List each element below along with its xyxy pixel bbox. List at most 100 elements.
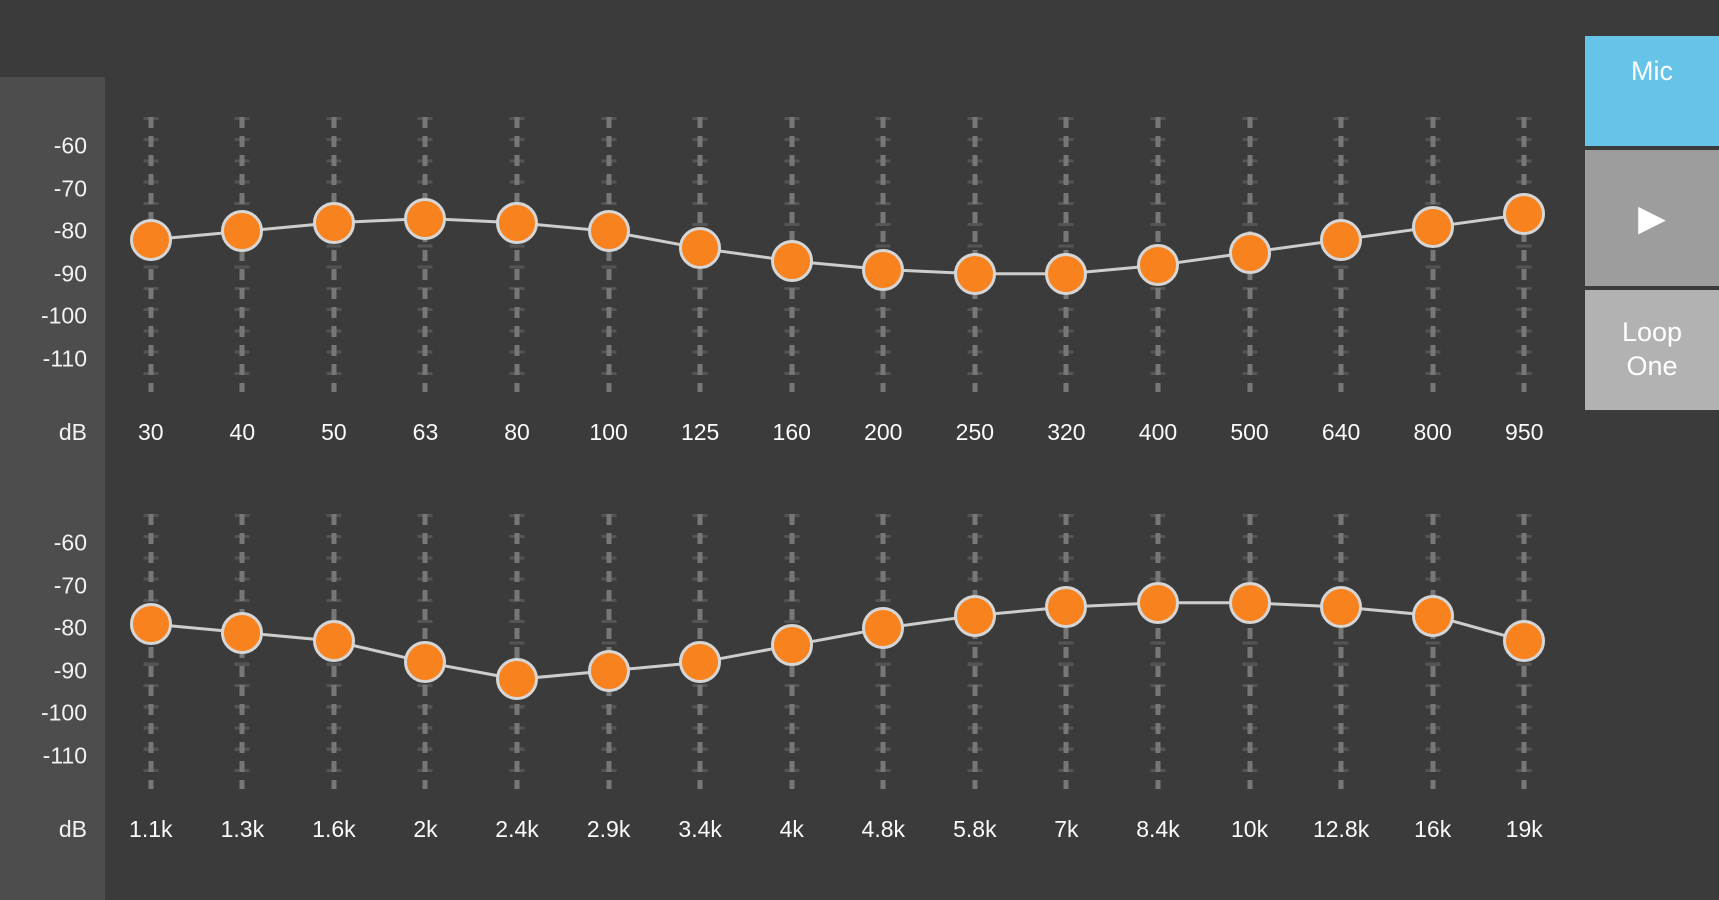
- eq-knob[interactable]: [404, 197, 447, 240]
- slider-track[interactable]: [331, 117, 337, 392]
- eq-knob[interactable]: [770, 240, 813, 282]
- loop-label-line1: Loop: [1621, 317, 1683, 348]
- slider-column: [197, 117, 289, 392]
- eq-knob[interactable]: [1228, 231, 1271, 274]
- axis-tick-label: -90: [53, 657, 87, 684]
- eq-knob[interactable]: [1136, 244, 1179, 287]
- slider-track[interactable]: [1155, 514, 1161, 789]
- freq-label: 8.4k: [1136, 816, 1180, 842]
- bands-area: [105, 514, 1570, 789]
- db-unit-label: dB: [58, 419, 87, 445]
- eq-knob[interactable]: [404, 641, 447, 684]
- eq-knob[interactable]: [862, 248, 905, 291]
- slider-column: [1295, 117, 1387, 392]
- freq-label: 10k: [1230, 816, 1269, 842]
- plot-area: -60 -70 -80 -90 -100 -110: [0, 514, 1570, 789]
- eq-knob[interactable]: [129, 603, 172, 645]
- freq-label: 30: [137, 419, 164, 445]
- eq-knob[interactable]: [1411, 206, 1454, 248]
- eq-knob[interactable]: [1045, 586, 1088, 628]
- freq-label: 1.6k: [312, 816, 356, 842]
- slider-track[interactable]: [239, 117, 245, 392]
- eq-chart-low-bands: -60 -70 -80 -90 -100 -110 dB 30 40 50 63 80 100 125 16…: [0, 117, 1570, 452]
- eq-knob[interactable]: [221, 210, 264, 253]
- slider-column: [1295, 514, 1387, 789]
- freq-label: 5.8k: [953, 816, 997, 842]
- eq-knob[interactable]: [312, 620, 355, 662]
- freq-label: 100: [589, 419, 628, 445]
- eq-knob[interactable]: [587, 210, 630, 253]
- eq-knob[interactable]: [496, 658, 539, 701]
- axis-tick-label: -70: [53, 572, 87, 599]
- slider-track[interactable]: [1247, 514, 1253, 789]
- slider-track[interactable]: [514, 514, 520, 789]
- axis-tick-label: -60: [53, 529, 87, 556]
- mic-button[interactable]: Mic: [1585, 36, 1719, 146]
- eq-knob[interactable]: [1136, 581, 1179, 624]
- loop-label-line2: One: [1626, 351, 1678, 381]
- slider-track[interactable]: [972, 514, 978, 789]
- eq-knob[interactable]: [1320, 586, 1363, 628]
- db-unit-label: dB: [58, 816, 87, 842]
- eq-knob[interactable]: [953, 594, 996, 637]
- slider-track[interactable]: [1430, 117, 1436, 392]
- eq-knob[interactable]: [587, 649, 630, 692]
- slider-column: [197, 514, 289, 789]
- freq-label: 2k: [413, 816, 438, 842]
- loop-one-button[interactable]: Loop One: [1585, 290, 1719, 410]
- eq-curve: [150, 212, 1525, 276]
- axis-tick-label: -110: [42, 742, 87, 769]
- slider-track[interactable]: [880, 514, 886, 789]
- slider-column: [1387, 117, 1479, 392]
- slider-column: [1204, 117, 1296, 392]
- eq-knob[interactable]: [1411, 594, 1454, 637]
- eq-knob[interactable]: [862, 607, 905, 650]
- y-axis: -60 -70 -80 -90 -100 -110: [0, 522, 105, 777]
- slider-column: [105, 117, 197, 392]
- eq-knob[interactable]: [1320, 218, 1363, 261]
- eq-knob[interactable]: [679, 227, 722, 270]
- eq-knob[interactable]: [129, 218, 172, 261]
- eq-knob[interactable]: [312, 201, 355, 244]
- freq-label: 950: [1505, 419, 1544, 445]
- slider-track[interactable]: [1063, 514, 1069, 789]
- axis-tick-label: -90: [53, 260, 87, 287]
- slider-track[interactable]: [606, 117, 612, 392]
- eq-curve: [150, 601, 1525, 681]
- freq-label: 80: [504, 419, 530, 445]
- eq-chart-high-bands: -60 -70 -80 -90 -100 -110 dB 1.1k 1.3k 1.6k 2k 2.4k…: [0, 514, 1570, 849]
- play-button[interactable]: ▶: [1585, 150, 1719, 286]
- eq-knob[interactable]: [1503, 193, 1546, 236]
- freq-label: 640: [1321, 419, 1361, 445]
- freq-label: 16k: [1414, 816, 1452, 842]
- eq-knob[interactable]: [496, 201, 539, 244]
- eq-knob[interactable]: [1228, 581, 1271, 624]
- axis-tick-label: -80: [53, 217, 87, 244]
- freq-label: 2.4k: [495, 816, 539, 842]
- slider-column: [746, 514, 838, 789]
- eq-knob[interactable]: [953, 252, 996, 295]
- y-axis: -60 -70 -80 -90 -100 -110: [0, 125, 105, 380]
- slider-track[interactable]: [422, 117, 428, 392]
- label-row: dB 1.1k 1.3k 1.6k 2k 2.4k 2.9k 3.4k 4k 4.8k 5.8k 7k…: [0, 777, 1570, 849]
- slider-column: [105, 514, 197, 789]
- slider-track[interactable]: [514, 117, 520, 392]
- axis-tick-label: -110: [42, 345, 87, 372]
- eq-knob[interactable]: [1045, 252, 1088, 295]
- slider-column: [1387, 514, 1479, 789]
- slider-column: [838, 514, 930, 789]
- slider-track[interactable]: [1521, 117, 1527, 392]
- eq-knob[interactable]: [679, 641, 722, 684]
- freq-label: 63: [412, 419, 439, 445]
- slider-track[interactable]: [1430, 514, 1436, 789]
- freq-label: 4k: [779, 816, 804, 842]
- freq-label: 50: [321, 419, 347, 445]
- freq-label: 1.3k: [220, 816, 265, 842]
- slider-track[interactable]: [148, 514, 154, 789]
- eq-knob[interactable]: [1503, 620, 1546, 662]
- eq-knob[interactable]: [770, 624, 813, 667]
- slider-track[interactable]: [1338, 514, 1344, 789]
- eq-knob[interactable]: [221, 611, 264, 654]
- slider-column: [380, 514, 472, 789]
